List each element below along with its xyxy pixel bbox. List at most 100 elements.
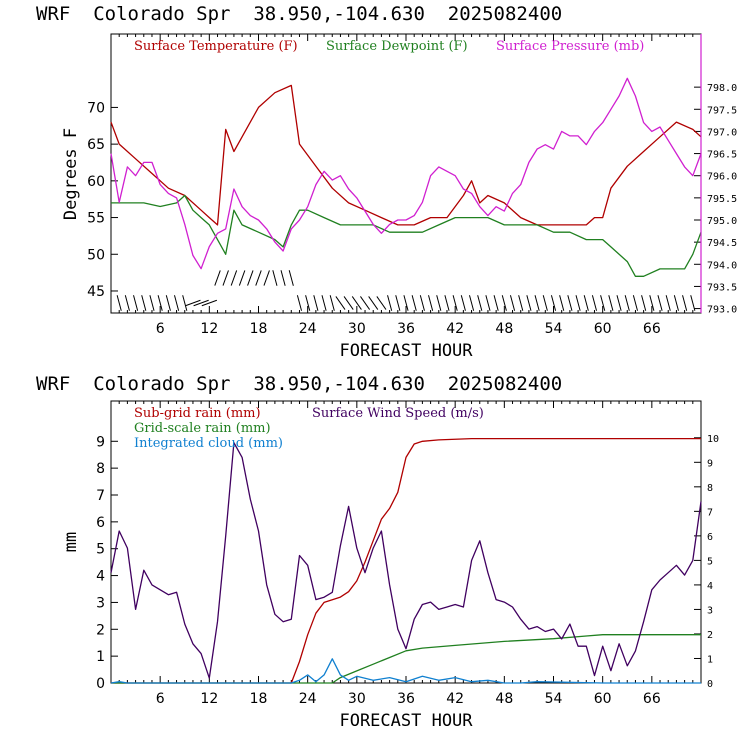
y2-tick-label: 3 (707, 605, 713, 616)
wind-barb (559, 295, 565, 311)
x-tick-label: 30 (348, 321, 366, 337)
x-tick-label: 12 (200, 691, 218, 707)
wind-barb (493, 295, 499, 311)
wind-barb (193, 299, 209, 307)
top-plot-frame (110, 33, 702, 314)
wind-barb (343, 296, 354, 310)
wind-barb (116, 295, 122, 311)
wind-barb (600, 295, 606, 311)
wind-barb (165, 295, 171, 311)
y2-tick-label: 6 (707, 532, 713, 543)
wind-barb (360, 296, 371, 310)
wind-barb (124, 295, 130, 311)
legend-surface-dewpoint: Surface Dewpoint (F) (326, 39, 468, 54)
wind-barb (305, 295, 311, 311)
wind-barb (583, 295, 589, 311)
wind-barb (657, 295, 663, 311)
y2-tick-label: 795.0 (707, 216, 737, 227)
x-tick-label: 18 (250, 691, 268, 707)
top-y-axis-label: Degrees F (61, 128, 81, 220)
wind-barb (550, 295, 557, 311)
wind-barb (376, 296, 387, 310)
y2-tick-label: 4 (707, 581, 713, 592)
wind-barb (444, 295, 450, 311)
series-line-surface-dewpoint-f (111, 194, 702, 277)
wind-barb (624, 295, 630, 311)
wind-barb (690, 295, 696, 311)
wind-barb (329, 295, 335, 311)
wind-barb (411, 295, 417, 311)
wind-barb (460, 295, 466, 311)
x-tick-label: 24 (299, 691, 317, 707)
wind-barb (157, 295, 163, 311)
x-tick-label: 36 (397, 691, 415, 707)
wind-barb (185, 299, 201, 307)
y2-tick-label: 0 (707, 679, 713, 690)
series-line-sub-grid-rain-mm (111, 437, 701, 684)
y2-tick-label: 798.0 (707, 83, 737, 94)
y2-tick-label: 1 (707, 654, 713, 665)
wind-barb (436, 295, 442, 311)
legend-surface-temperature: Surface Temperature (F) (134, 39, 298, 54)
x-tick-label: 6 (156, 691, 165, 707)
wind-barb (575, 295, 581, 311)
wind-barb (149, 295, 155, 311)
wind-barb (501, 295, 507, 311)
y-tick-label: 55 (87, 211, 105, 227)
y2-tick-label: 794.5 (707, 238, 737, 249)
wind-barb (387, 295, 393, 311)
bottom-y-axis-label: mm (61, 532, 81, 552)
wind-barb (608, 295, 614, 311)
y2-tick-label: 2 (707, 630, 713, 641)
x-tick-label: 6 (156, 321, 165, 337)
y-tick-label: 5 (96, 542, 105, 558)
wind-barb (665, 295, 671, 311)
y2-tick-label: 5 (707, 556, 713, 567)
wind-barb (230, 270, 238, 286)
wind-barb (368, 296, 379, 310)
y2-tick-label: 794.0 (707, 260, 737, 271)
wind-barb (222, 270, 229, 286)
y-tick-label: 1 (96, 649, 105, 665)
wind-barb (469, 295, 475, 311)
wind-barb (428, 295, 434, 311)
y-tick-label: 65 (87, 137, 105, 153)
wind-barb (263, 270, 270, 286)
x-tick-label: 54 (545, 321, 563, 337)
x-tick-label: 18 (250, 321, 268, 337)
x-tick-label: 66 (643, 321, 661, 337)
x-tick-label: 60 (594, 691, 612, 707)
y-tick-label: 8 (96, 461, 105, 477)
series-line-surface-temperature-f (110, 84, 702, 226)
y2-tick-label: 796.0 (707, 172, 737, 183)
x-tick-label: 48 (495, 321, 513, 337)
y-tick-label: 2 (96, 622, 105, 638)
y-tick-label: 7 (96, 488, 105, 504)
wind-barb (419, 295, 425, 311)
y2-tick-label: 7 (707, 507, 713, 518)
wind-barb (313, 295, 319, 311)
y2-tick-label: 797.5 (707, 105, 737, 116)
y2-tick-label: 796.5 (707, 150, 737, 161)
y2-tick-label: 10 (707, 434, 719, 445)
wind-barb (351, 296, 362, 310)
x-tick-label: 30 (348, 691, 366, 707)
wind-barb (247, 270, 254, 286)
x-tick-label: 12 (200, 321, 218, 337)
wind-barb (321, 295, 327, 311)
top-x-axis-label: FORECAST HOUR (339, 341, 473, 361)
wind-barb (174, 295, 180, 311)
bottom-plot-area: 6 12 18 24 30 36 42 48 54 60 660123456789012345678… (96, 401, 719, 707)
bottom-chart-title: WRF Colorado Spr 38.950,-104.630 2025082… (36, 373, 562, 395)
legend-integrated-cloud: Integrated cloud (mm) (134, 436, 283, 451)
y-tick-label: 3 (96, 595, 105, 611)
x-tick-label: 24 (299, 321, 317, 337)
wind-barb (403, 295, 409, 311)
y-tick-label: 45 (87, 284, 105, 300)
x-tick-label: 48 (495, 691, 513, 707)
y-tick-label: 6 (96, 515, 105, 531)
y-tick-label: 9 (96, 434, 105, 450)
x-tick-label: 54 (545, 691, 563, 707)
wind-barb (272, 270, 278, 286)
wind-barb (616, 295, 622, 311)
